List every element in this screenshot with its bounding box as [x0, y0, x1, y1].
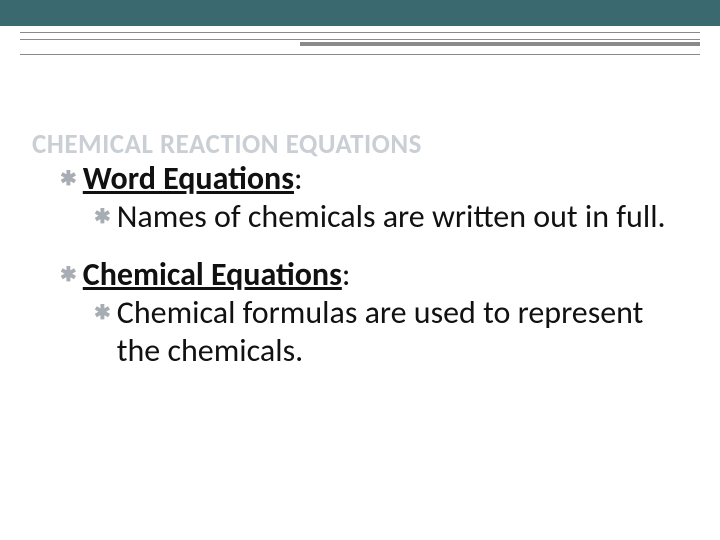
top-accent-bar [0, 0, 720, 26]
divider-line-2 [20, 39, 700, 40]
bullet-icon: ✱ [94, 294, 111, 332]
list-item: ✱ Chemical formulas are used to represen… [94, 294, 680, 370]
divider-line-3 [20, 54, 700, 55]
item-heading: Chemical Equations: [83, 256, 351, 294]
content-area: ✱ Word Equations: ✱ Names of chemicals a… [60, 160, 680, 370]
divider-line-1 [20, 32, 700, 33]
bullet-icon: ✱ [60, 160, 77, 198]
slide-title: CHEMICAL REACTION EQUATIONS [32, 128, 422, 161]
list-item: ✱ Names of chemicals are written out in … [94, 198, 680, 236]
bullet-icon: ✱ [94, 198, 111, 236]
bullet-icon: ✱ [60, 256, 77, 294]
list-item: ✱ Chemical Equations: [60, 256, 680, 294]
item-heading: Word Equations: [83, 160, 303, 198]
divider-line-thick [300, 42, 700, 46]
list-item: ✱ Word Equations: [60, 160, 680, 198]
item-sub: Names of chemicals are written out in fu… [117, 198, 666, 236]
item-sub: Chemical formulas are used to represent … [117, 294, 680, 370]
